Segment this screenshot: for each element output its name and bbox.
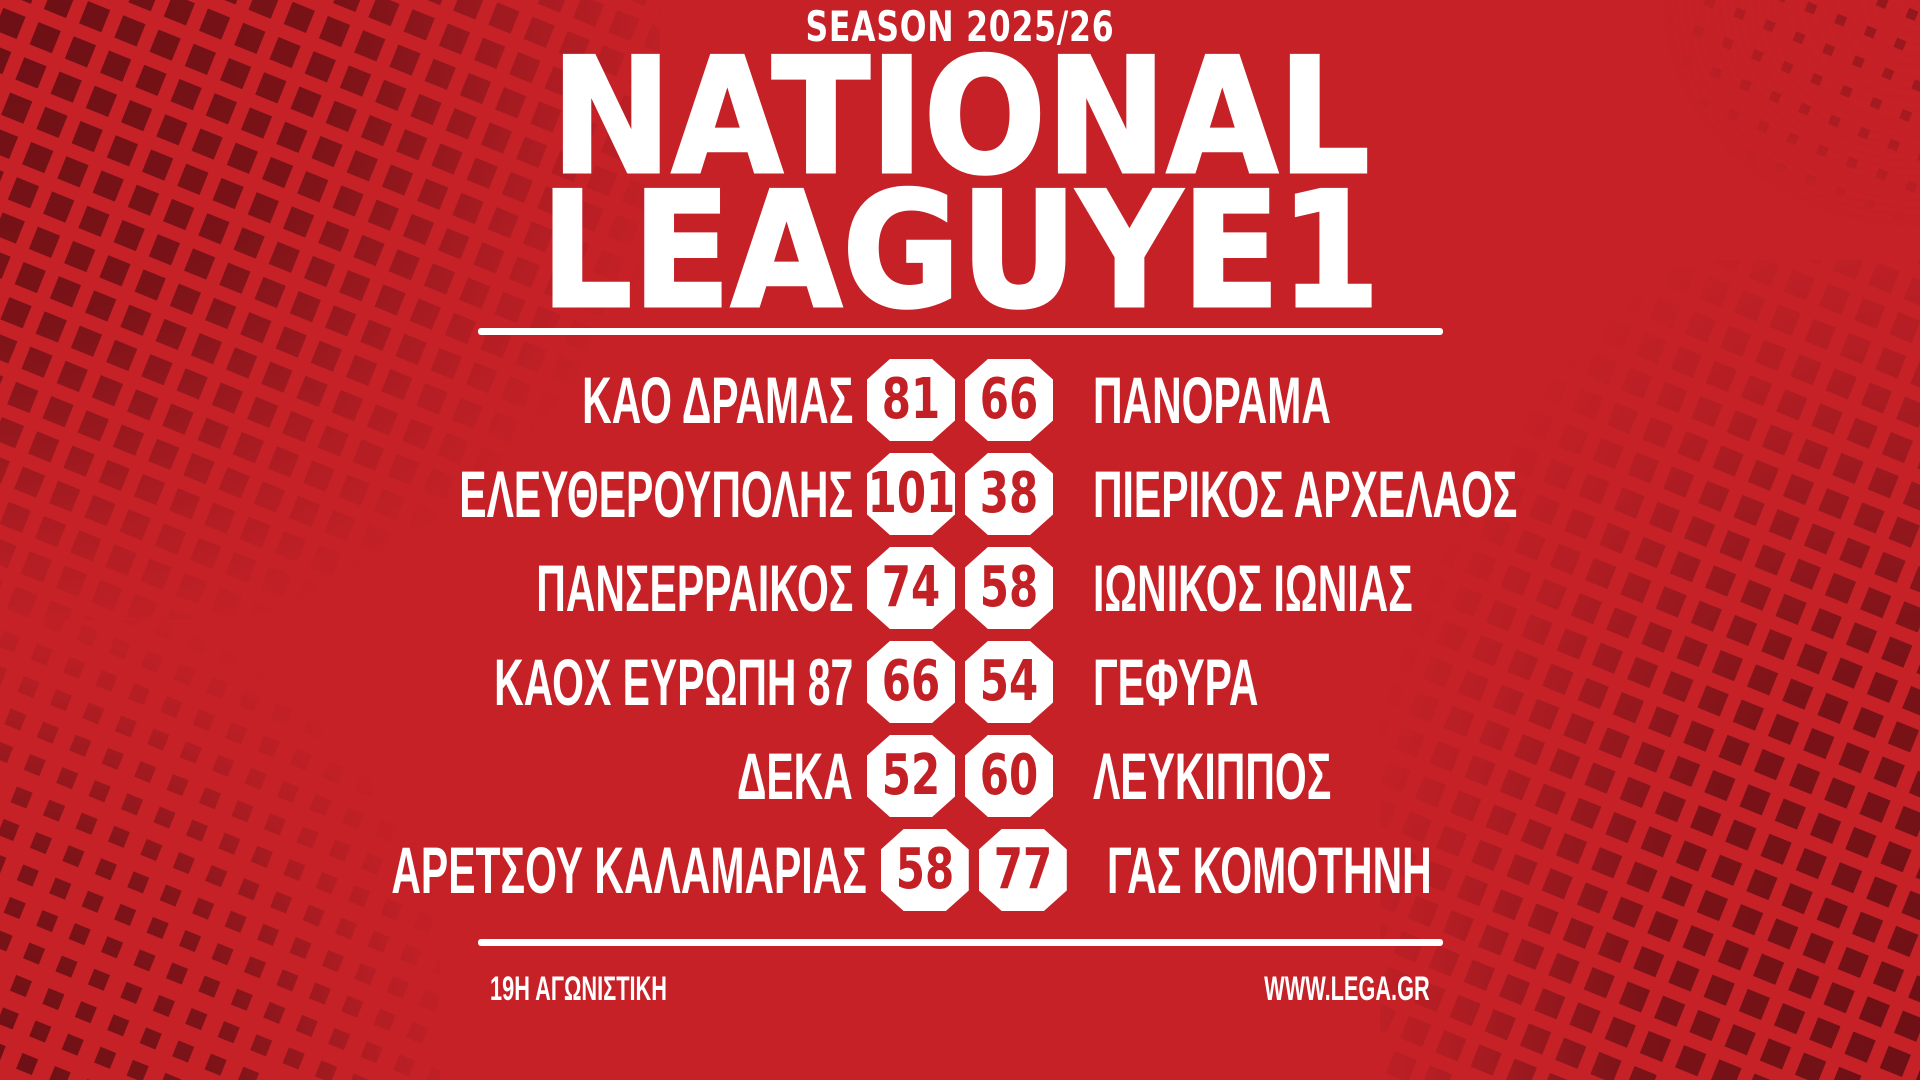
- score-badges: 81 66: [867, 359, 1053, 441]
- poster-footer: 19Η ΑΓΩΝΙΣΤΙΚΗ WWW.LEGA.GR: [490, 972, 1430, 1006]
- home-score-badge: 66: [867, 641, 955, 723]
- away-score-badge: 77: [978, 829, 1067, 911]
- home-team-text: ΑΡΕΤΣΟΥ ΚΑΛΑΜΑΡΙΑΣ: [391, 833, 867, 907]
- home-score-badge: 101: [867, 453, 955, 535]
- away-score-badge: 58: [965, 547, 1053, 629]
- away-score-badge: 60: [965, 735, 1053, 817]
- score-badges: 66 54: [867, 641, 1053, 723]
- match-row: ΔΕΚΑ 52 60 ΛΕΥΚΙΠΠΟΣ: [100, 735, 1820, 817]
- away-score: 77: [993, 837, 1053, 902]
- halftone-pattern-top-left: [0, 0, 660, 620]
- matchday-label: 19Η ΑΓΩΝΙΣΤΙΚΗ: [490, 972, 767, 1006]
- away-team-text: ΠΙΕΡΙΚΟΣ ΑΡΧΕΛΑΟΣ: [1093, 457, 1518, 531]
- league-title: NATIONAL LEAGUYE1: [494, 23, 1427, 344]
- home-team-text: ΕΛΕΥΘΕΡΟΥΠΟΛΗΣ: [459, 457, 853, 531]
- match-row: ΚΑΟΧ ΕΥΡΩΠΗ 87 66 54 ΓΕΦΥΡΑ: [100, 641, 1820, 723]
- match-row: ΚΑΟ ΔΡΑΜΑΣ 81 66 ΠΑΝΟΡΑΜΑ: [100, 359, 1820, 441]
- score-badges: 58 77: [880, 829, 1067, 911]
- home-team-name: ΠΑΝΣΕΡΡΑΙΚΟΣ: [342, 555, 867, 621]
- match-row: ΕΛΕΥΘΕΡΟΥΠΟΛΗΣ 101 38 ΠΙΕΡΙΚΟΣ ΑΡΧΕΛΑΟΣ: [100, 453, 1820, 535]
- home-team-name: ΔΕΚΑ: [666, 743, 867, 809]
- home-score-badge: 74: [867, 547, 955, 629]
- home-team-text: ΔΕΚΑ: [737, 739, 853, 813]
- home-team-name: ΚΑΟ ΔΡΑΜΑΣ: [416, 367, 867, 433]
- home-team-text: ΚΑΟ ΔΡΑΜΑΣ: [581, 363, 853, 437]
- away-team-text: ΙΩΝΙΚΟΣ ΙΩΝΙΑΣ: [1093, 551, 1413, 625]
- away-team-name: ΛΕΥΚΙΠΠΟΣ: [1053, 743, 1477, 809]
- home-score-badge: 58: [880, 829, 969, 911]
- away-team-name: ΠΑΝΟΡΑΜΑ: [1053, 367, 1477, 433]
- away-score-badge: 66: [965, 359, 1053, 441]
- results-list: ΚΑΟ ΔΡΑΜΑΣ 81 66 ΠΑΝΟΡΑΜΑ ΕΛΕΥΘΕΡΟΥΠΟΛΗΣ…: [100, 359, 1820, 911]
- away-score: 58: [979, 555, 1039, 620]
- league-title-line2: LEAGUYE1: [539, 157, 1381, 344]
- home-score-badge: 52: [867, 735, 955, 817]
- away-team-text: ΓΕΦΥΡΑ: [1093, 645, 1259, 719]
- match-row: ΠΑΝΣΕΡΡΑΙΚΟΣ 74 58 ΙΩΝΙΚΟΣ ΙΩΝΙΑΣ: [100, 547, 1820, 629]
- home-team-name: ΕΛΕΥΘΕΡΟΥΠΟΛΗΣ: [218, 461, 867, 527]
- score-badges: 74 58: [867, 547, 1053, 629]
- league-title-line1: NATIONAL: [549, 23, 1370, 210]
- divider-top: [477, 328, 1443, 335]
- home-team-name: ΑΡΕΤΣΟΥ ΚΑΛΑΜΑΡΙΑΣ: [100, 837, 881, 903]
- away-team-name: ΓΑΣ ΚΟΜΟΤΗΝΗ: [1067, 837, 1631, 903]
- away-score: 60: [979, 743, 1039, 808]
- home-score: 81: [881, 367, 941, 432]
- home-score-badge: 81: [867, 359, 955, 441]
- home-team-text: ΚΑΟΧ ΕΥΡΩΠΗ 87: [493, 645, 853, 719]
- matchday-text: 19Η ΑΓΩΝΙΣΤΙΚΗ: [490, 970, 667, 1008]
- home-score: 66: [881, 649, 941, 714]
- home-score: 52: [881, 743, 941, 808]
- halftone-pattern-bottom-right: [1380, 260, 1920, 1080]
- home-score: 74: [881, 555, 941, 620]
- away-score: 66: [979, 367, 1039, 432]
- score-badges: 52 60: [867, 735, 1053, 817]
- away-team-name: ΙΩΝΙΚΟΣ ΙΩΝΙΑΣ: [1053, 555, 1609, 621]
- home-score: 101: [867, 461, 955, 526]
- website-label: WWW.LEGA.GR: [1171, 972, 1430, 1006]
- away-team-text: ΓΑΣ ΚΟΜΟΤΗΝΗ: [1106, 833, 1432, 907]
- home-score: 58: [895, 837, 955, 902]
- away-team-name: ΓΕΦΥΡΑ: [1053, 649, 1360, 715]
- away-score-badge: 54: [965, 641, 1053, 723]
- away-score-badge: 38: [965, 453, 1053, 535]
- halftone-pattern-bottom-left: [0, 620, 440, 1080]
- website-text: WWW.LEGA.GR: [1264, 970, 1430, 1008]
- match-row: ΑΡΕΤΣΟΥ ΚΑΛΑΜΑΡΙΑΣ 58 77 ΓΑΣ ΚΟΜΟΤΗΝΗ: [100, 829, 1820, 911]
- away-score: 54: [979, 649, 1039, 714]
- halftone-pattern-top-right: [1660, 0, 1920, 230]
- away-score: 38: [979, 461, 1039, 526]
- season-label: SEASON 2025/26: [805, 2, 1115, 51]
- divider-bottom: [477, 939, 1443, 946]
- away-team-name: ΠΙΕΡΙΚΟΣ ΑΡΧΕΛΑΟΣ: [1053, 461, 1777, 527]
- away-team-text: ΛΕΥΚΙΠΠΟΣ: [1093, 739, 1332, 813]
- score-badges: 101 38: [867, 453, 1053, 535]
- home-team-name: ΚΑΟΧ ΕΥΡΩΠΗ 87: [274, 649, 867, 715]
- home-team-text: ΠΑΝΣΕΡΡΑΙΚΟΣ: [535, 551, 853, 625]
- away-team-text: ΠΑΝΟΡΑΜΑ: [1093, 363, 1331, 437]
